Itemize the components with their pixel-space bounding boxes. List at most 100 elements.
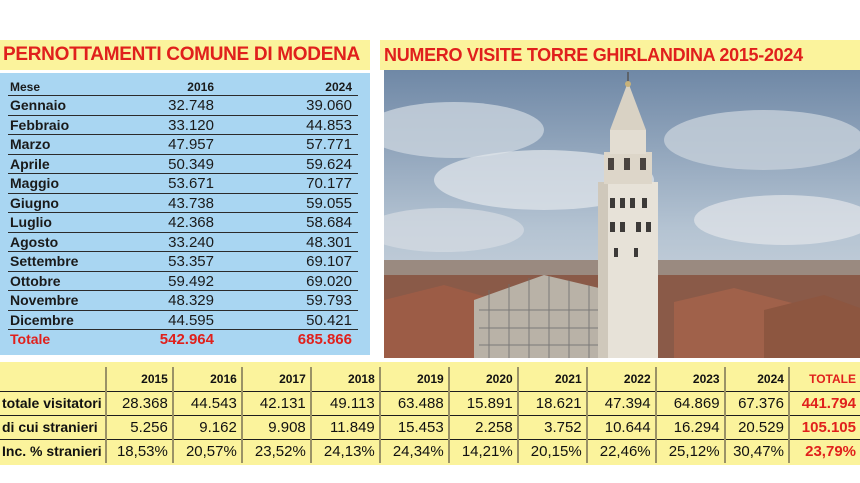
month-cell: Luglio [10, 214, 52, 230]
value-cell: 9.162 [171, 414, 242, 439]
value-cell: 42.131 [240, 390, 311, 415]
total-cell: 105.105 [787, 414, 860, 439]
years-header-row: 2015 2016 2017 2018 2019 2020 2021 2022 2023 2024… [0, 367, 860, 391]
year-header: 2016 [171, 367, 242, 391]
value-2024-cell: 59.624 [306, 155, 352, 173]
value-cell: 3.752 [516, 414, 587, 439]
value-cell: 47.394 [585, 390, 656, 415]
value-cell: 64.869 [654, 390, 725, 415]
value-cell: 20.529 [723, 414, 789, 439]
header-empty-cell [0, 367, 106, 391]
total-cell: 441.794 [787, 390, 860, 415]
value-2016-cell: 33.240 [168, 233, 214, 251]
value-2016-cell: 48.329 [168, 292, 214, 309]
value-cell: 11.849 [309, 414, 380, 439]
table-row: Febbraio 33.120 44.853 [8, 116, 358, 135]
header-month: Mese [10, 80, 41, 94]
year-header: 2021 [516, 367, 587, 391]
month-cell: Gennaio [10, 97, 67, 113]
value-2016-cell: 33.120 [168, 116, 214, 134]
value-cell: 10.644 [585, 414, 656, 439]
value-cell: 15.891 [447, 390, 518, 415]
value-cell: 9.908 [240, 414, 311, 439]
table-row: di cui stranieri 5.256 9.162 9.908 11.849 15.… [0, 414, 860, 439]
value-2024-cell: 70.177 [306, 175, 352, 192]
month-cell: Settembre [10, 253, 79, 269]
month-cell: Giugno [10, 194, 59, 211]
month-cell: Novembre [10, 292, 79, 308]
month-cell: Aprile [10, 155, 50, 172]
value-cell: 63.488 [378, 390, 449, 415]
overnight-stays-table: Mese 2016 2024 Gennaio 32.748 39.060 Febbra… [0, 73, 370, 355]
table-row: Marzo 47.957 57.771 [8, 135, 358, 155]
value-cell: 15.453 [378, 414, 449, 439]
value-2024-cell: 50.421 [306, 311, 352, 329]
year-header: 2023 [654, 367, 725, 391]
table-row: Giugno 43.738 59.055 [8, 194, 358, 213]
table-header-row: Mese 2016 2024 [8, 78, 358, 96]
table-row: Agosto 33.240 48.301 [8, 233, 358, 252]
table-row: Aprile 50.349 59.624 [8, 155, 358, 174]
value-2016-cell: 59.492 [168, 272, 214, 290]
month-cell: Agosto [10, 233, 59, 250]
table-row: Settembre 53.357 69.107 [8, 252, 358, 272]
month-cell: Marzo [10, 136, 51, 152]
header-year-2024: 2024 [325, 80, 352, 94]
year-header: 2018 [309, 367, 380, 391]
value-2024-cell: 39.060 [306, 97, 352, 114]
value-cell: 20,15% [516, 438, 587, 463]
ghirlandina-tower-photo [384, 70, 860, 358]
table-row: Maggio 53.671 70.177 [8, 174, 358, 194]
total-2024: 685.866 [297, 331, 352, 348]
year-header: 2020 [447, 367, 518, 391]
value-cell: 23,52% [240, 438, 311, 463]
year-header: 2015 [104, 367, 173, 391]
value-cell: 16.294 [654, 414, 725, 439]
value-2024-cell: 48.301 [306, 233, 352, 251]
total-2016: 542.964 [159, 331, 214, 348]
month-cell: Maggio [10, 175, 59, 191]
value-2016-cell: 50.349 [168, 155, 214, 173]
value-2024-cell: 57.771 [306, 136, 352, 153]
year-header: 2024 [723, 367, 789, 391]
total-label: Totale [10, 331, 51, 347]
table-row: Gennaio 32.748 39.060 [8, 96, 358, 116]
month-cell: Febbraio [10, 116, 70, 133]
table-row: totale visitatori 28.368 44.543 42.131 49.11… [0, 390, 860, 415]
year-header: 2017 [240, 367, 311, 391]
value-2016-cell: 53.671 [168, 175, 214, 192]
table-row: Inc. % stranieri 18,53% 20,57% 23,52% 24,13%… [0, 438, 860, 463]
table-row: Dicembre 44.595 50.421 [8, 311, 358, 330]
header-year-2016: 2016 [187, 80, 214, 94]
value-2024-cell: 44.853 [306, 116, 352, 134]
value-2016-cell: 53.357 [168, 253, 214, 270]
table-row: Luglio 42.368 58.684 [8, 213, 358, 233]
value-cell: 25,12% [654, 438, 725, 463]
row-label: Inc. % stranieri [0, 438, 106, 463]
year-header: 2019 [378, 367, 449, 391]
value-cell: 14,21% [447, 438, 518, 463]
left-panel-title: PERNOTTAMENTI COMUNE DI MODENA [0, 40, 370, 70]
row-label: di cui stranieri [0, 414, 106, 439]
value-cell: 20,57% [171, 438, 242, 463]
year-header: 2022 [585, 367, 656, 391]
value-cell: 30,47% [723, 438, 789, 463]
value-cell: 24,13% [309, 438, 380, 463]
value-2024-cell: 59.793 [306, 292, 352, 309]
month-cell: Dicembre [10, 311, 74, 328]
value-cell: 49.113 [309, 390, 380, 415]
right-panel-title: NUMERO VISITE TORRE GHIRLANDINA 2015-202… [380, 40, 860, 70]
value-2016-cell: 44.595 [168, 311, 214, 329]
value-2016-cell: 32.748 [168, 97, 214, 114]
value-2024-cell: 59.055 [306, 194, 352, 212]
value-cell: 67.376 [723, 390, 789, 415]
value-2024-cell: 69.020 [306, 272, 352, 290]
value-2016-cell: 47.957 [168, 136, 214, 153]
total-cell: 23,79% [787, 438, 860, 463]
value-cell: 28.368 [104, 390, 173, 415]
value-cell: 18,53% [104, 438, 173, 463]
tower-visits-table: 2015 2016 2017 2018 2019 2020 2021 2022 2023 2024… [0, 362, 860, 465]
row-label: totale visitatori [0, 390, 106, 415]
value-cell: 22,46% [585, 438, 656, 463]
table-row: Ottobre 59.492 69.020 [8, 272, 358, 291]
